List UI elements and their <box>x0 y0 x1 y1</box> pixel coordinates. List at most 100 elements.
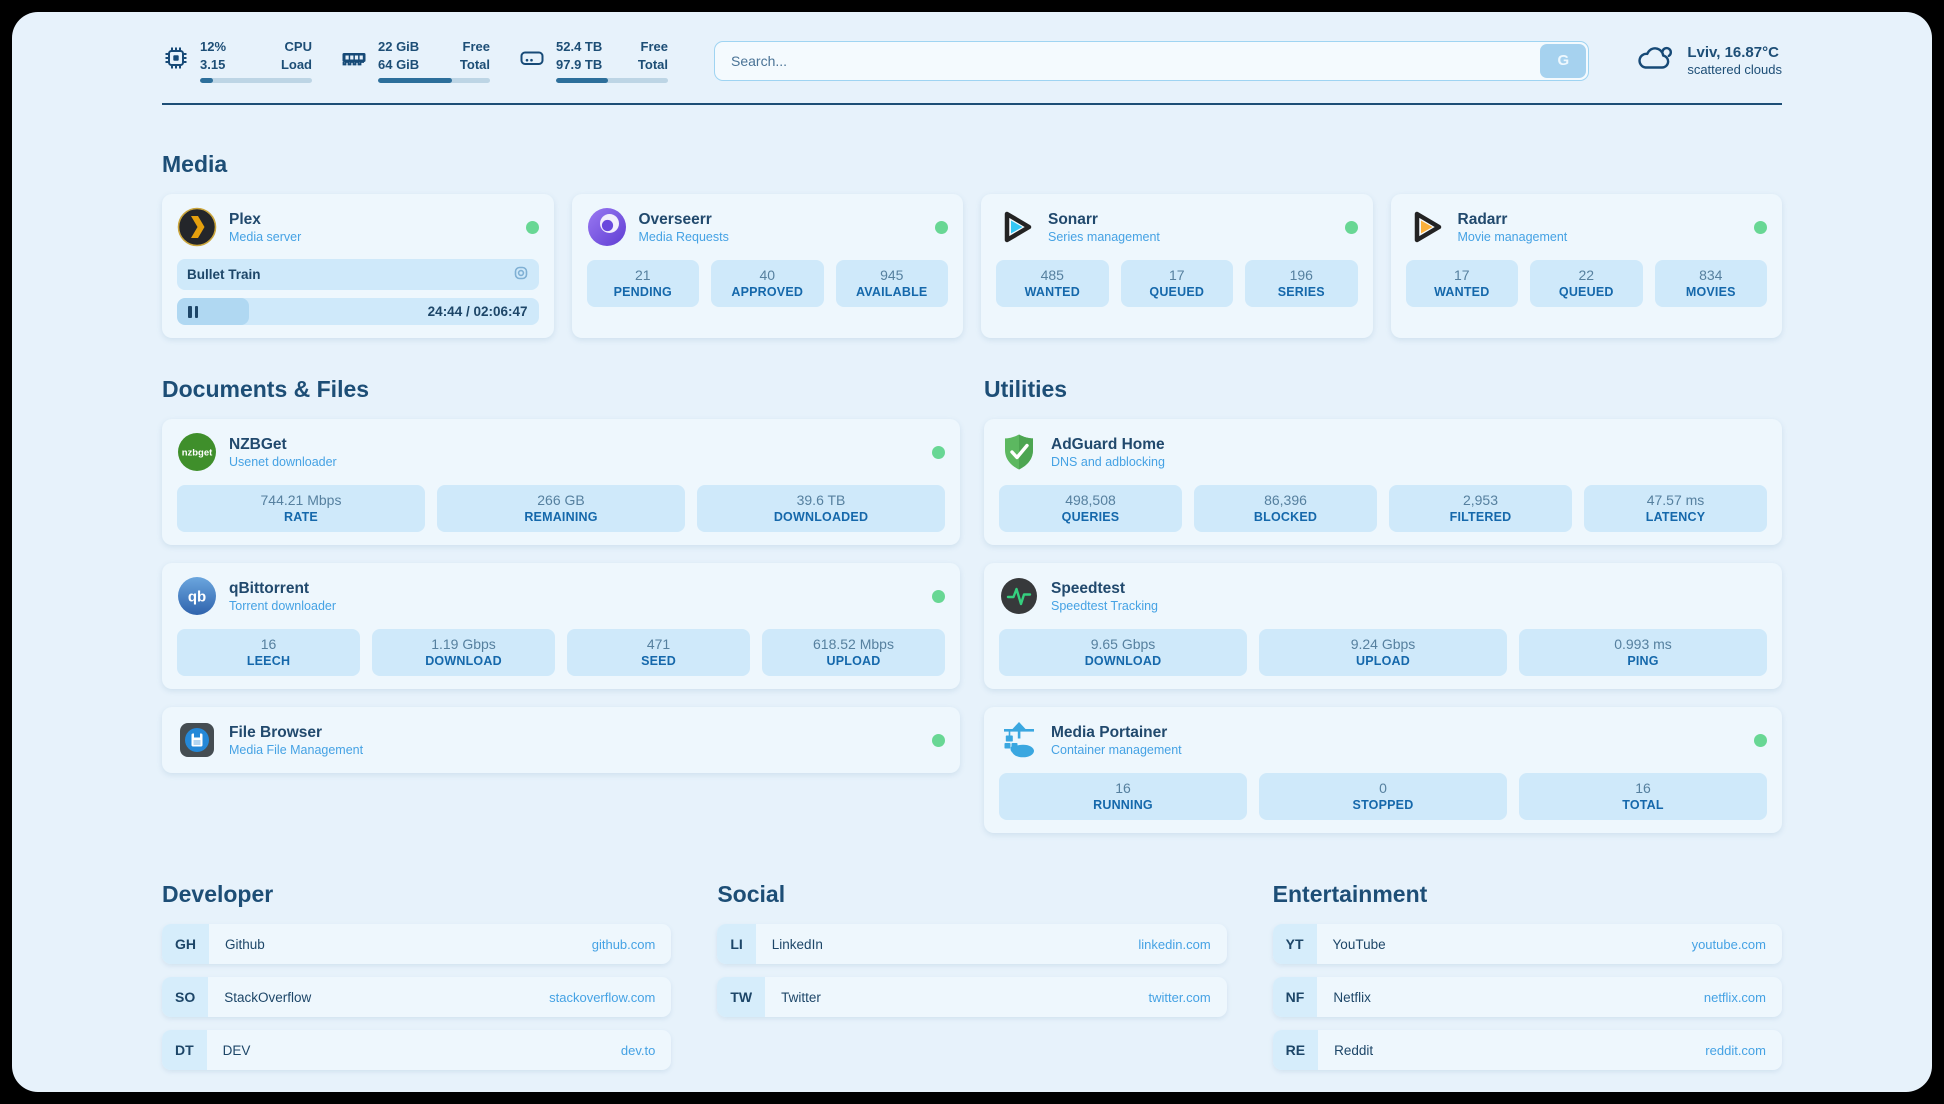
status-dot <box>932 589 945 603</box>
stat-filtered: 2,953 FILTERED <box>1389 485 1572 533</box>
stat-queued: 17 QUEUED <box>1120 260 1233 308</box>
card-subtitle: DNS and adblocking <box>1051 454 1165 469</box>
card-sonarr[interactable]: Sonarr Series management 485 WANTED 17 Q… <box>981 194 1373 339</box>
disk-icon <box>518 44 546 77</box>
card-subtitle: Series management <box>1048 229 1160 244</box>
ram-icon <box>340 44 368 77</box>
ram-total-value: 64 GiB <box>378 56 420 72</box>
link-name: Netflix <box>1333 989 1371 1005</box>
link-abbr: TW <box>717 977 766 1018</box>
disk-widget: 52.4 TB 97.9 TB Free Total <box>518 38 668 84</box>
link-github[interactable]: GH Github github.com <box>162 924 672 965</box>
card-subtitle: Usenet downloader <box>229 454 337 469</box>
nzbget-icon: nzbget <box>177 432 217 472</box>
link-abbr: LI <box>717 924 756 965</box>
stat-available: 945 AVAILABLE <box>835 260 948 308</box>
weather-location: Lviv, 16.87°C <box>1687 44 1779 62</box>
link-stackoverflow[interactable]: SO StackOverflow stackoverflow.com <box>162 977 672 1018</box>
ram-free-label: Free <box>462 39 490 54</box>
link-linkedin[interactable]: LI LinkedIn linkedin.com <box>717 924 1227 965</box>
card-qbittorrent[interactable]: qb qBittorrent Torrent downloader 16 <box>162 563 960 690</box>
card-portainer[interactable]: Media Portainer Container management 16 … <box>984 707 1782 834</box>
ram-total-label: Total <box>459 56 490 72</box>
cpu-label: CPU <box>284 39 312 54</box>
card-title: Sonarr <box>1048 211 1098 229</box>
search-engine-button[interactable]: G <box>1540 43 1587 78</box>
plex-icon <box>177 207 217 247</box>
stat-download: 9.65 Gbps DOWNLOAD <box>999 629 1247 677</box>
stat-queued: 22 QUEUED <box>1530 260 1643 308</box>
link-name: LinkedIn <box>771 936 823 952</box>
radarr-icon <box>1406 207 1446 247</box>
now-playing-title: Bullet Train <box>187 267 261 283</box>
disk-free-value: 52.4 TB <box>556 39 603 54</box>
portainer-icon <box>999 720 1039 760</box>
link-url: dev.to <box>620 1042 656 1058</box>
disk-total-value: 97.9 TB <box>556 56 603 72</box>
disk-progress-bar <box>556 78 668 84</box>
status-dot <box>932 445 945 459</box>
overseerr-icon <box>587 207 627 247</box>
section-title-developer: Developer <box>162 881 274 908</box>
disk-total-label: Total <box>637 56 668 72</box>
now-playing-options-icon[interactable] <box>513 265 529 284</box>
section-title-documents: Documents & Files <box>162 376 370 403</box>
card-subtitle: Movie management <box>1457 229 1568 244</box>
link-name: Reddit <box>1334 1042 1374 1058</box>
stat-seed: 471 SEED <box>567 629 750 677</box>
link-url: github.com <box>591 936 656 952</box>
card-title: Radarr <box>1457 211 1508 229</box>
cpu-load-value: 3.15 <box>200 56 226 72</box>
card-plex[interactable]: Plex Media server Bullet Train <box>162 194 554 339</box>
cpu-icon <box>162 44 190 77</box>
link-twitter[interactable]: TW Twitter twitter.com <box>717 977 1227 1018</box>
link-netflix[interactable]: NF Netflix netflix.com <box>1272 977 1782 1018</box>
link-name: Github <box>225 936 265 952</box>
cpu-widget: 12% 3.15 CPU Load <box>162 38 312 84</box>
dashboard-page: 12% 3.15 CPU Load <box>12 12 1932 1092</box>
link-url: reddit.com <box>1705 1042 1766 1058</box>
card-adguard[interactable]: AdGuard Home DNS and adblocking 498,508 … <box>984 419 1782 546</box>
weather-widget: Lviv, 16.87°C scattered clouds <box>1635 41 1782 80</box>
stat-remaining: 266 GB REMAINING <box>437 485 685 533</box>
link-dev[interactable]: DT DEV dev.to <box>162 1030 672 1071</box>
card-radarr[interactable]: Radarr Movie management 17 WANTED 22 QUE… <box>1390 194 1782 339</box>
link-url: twitter.com <box>1148 989 1211 1005</box>
disk-free-label: Free <box>640 39 668 54</box>
card-nzbget[interactable]: nzbget NZBGet Usenet downloader 744.21 M… <box>162 419 960 546</box>
card-filebrowser[interactable]: File Browser Media File Management <box>162 707 960 774</box>
ram-progress-bar <box>378 78 490 84</box>
link-abbr: DT <box>162 1030 207 1071</box>
status-dot <box>1344 220 1358 234</box>
section-title-media: Media <box>162 151 228 178</box>
stat-download: 1.19 Gbps DOWNLOAD <box>372 629 555 677</box>
stat-total: 16 TOTAL <box>1519 773 1767 821</box>
status-dot <box>935 220 948 234</box>
card-subtitle: Torrent downloader <box>229 598 337 613</box>
search-input[interactable] <box>714 40 1590 81</box>
link-abbr: GH <box>162 924 209 965</box>
card-title: Overseerr <box>638 211 712 229</box>
card-subtitle: Container management <box>1051 742 1182 757</box>
playback-time: 24:44 / 02:06:47 <box>427 304 528 320</box>
stat-upload: 9.24 Gbps UPLOAD <box>1259 629 1507 677</box>
stat-queries: 498,508 QUERIES <box>999 485 1182 533</box>
stat-ping: 0.993 ms PING <box>1519 629 1767 677</box>
stat-latency: 47.57 ms LATENCY <box>1584 485 1767 533</box>
link-youtube[interactable]: YT YouTube youtube.com <box>1272 924 1782 965</box>
link-abbr: YT <box>1272 924 1317 965</box>
cpu-usage-value: 12% <box>200 39 227 54</box>
adguard-icon <box>999 432 1039 472</box>
stat-downloaded: 39.6 TB DOWNLOADED <box>697 485 945 533</box>
status-dot <box>1754 220 1767 234</box>
link-name: StackOverflow <box>224 989 312 1005</box>
card-title: Plex <box>229 211 261 229</box>
card-overseerr[interactable]: Overseerr Media Requests 21 PENDING 40 A… <box>571 194 963 339</box>
stat-series: 196 SERIES <box>1245 260 1358 308</box>
status-dot <box>525 220 539 234</box>
link-name: YouTube <box>1332 936 1386 952</box>
link-reddit[interactable]: RE Reddit reddit.com <box>1272 1030 1782 1071</box>
stat-approved: 40 APPROVED <box>711 260 824 308</box>
card-speedtest[interactable]: Speedtest Speedtest Tracking 9.65 Gbps D… <box>984 563 1782 690</box>
card-subtitle: Media Requests <box>638 229 729 244</box>
